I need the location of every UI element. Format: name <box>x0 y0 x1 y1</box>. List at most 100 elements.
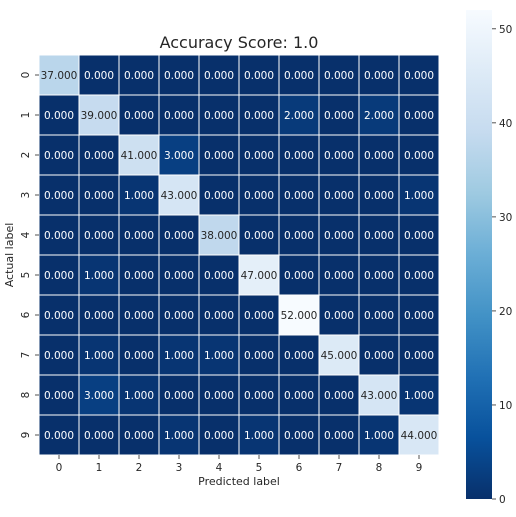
heatmap-cell-9-4 <box>198 414 240 456</box>
colorbar-tick-label-5: 50 <box>499 24 512 36</box>
x-tick-label-7: 7 <box>336 462 343 474</box>
heatmap-cell-2-6 <box>278 134 320 176</box>
heatmap-cell-5-8 <box>358 254 400 296</box>
heatmap-cell-labels: 37.000 0.000 0.000 0.000 0.000 0.000 0.000 0.00… <box>41 70 438 442</box>
cell-value-label-8-7: 0.000 <box>324 390 354 402</box>
heatmap-cell-4-7 <box>318 214 360 256</box>
cell-value-label-1-7: 0.000 <box>324 110 354 122</box>
cell-value-label-5-2: 0.000 <box>124 270 154 282</box>
heatmap-cell-1-3 <box>158 94 200 136</box>
cell-value-label-8-4: 0.000 <box>204 390 234 402</box>
heatmap-cell-7-6 <box>278 334 320 376</box>
cell-value-label-6-9: 0.000 <box>404 310 434 322</box>
cell-value-label-8-8: 43.000 <box>361 390 398 402</box>
heatmap-cell-6-3 <box>158 294 200 336</box>
cell-value-label-1-9: 0.000 <box>404 110 434 122</box>
cell-value-label-7-2: 0.000 <box>124 350 154 362</box>
y-tick-label-3: 3 <box>20 192 32 199</box>
cell-value-label-9-4: 0.000 <box>204 430 234 442</box>
cell-value-label-4-4: 38.000 <box>201 230 238 242</box>
heatmap-cell-8-8 <box>358 374 400 416</box>
colorbar-ticks: 0 10 20 30 40 50 <box>492 24 512 506</box>
cell-value-label-5-6: 0.000 <box>284 270 314 282</box>
cell-value-label-9-0: 0.000 <box>44 430 74 442</box>
x-tick-label-5: 5 <box>256 462 263 474</box>
x-tick-label-6: 6 <box>296 462 303 474</box>
y-tick-label-5: 5 <box>20 272 32 279</box>
cell-value-label-7-8: 0.000 <box>364 350 394 362</box>
heatmap-cell-1-1 <box>78 94 120 136</box>
heatmap-cell-7-8 <box>358 334 400 376</box>
cell-value-label-1-3: 0.000 <box>164 110 194 122</box>
heatmap-cell-2-8 <box>358 134 400 176</box>
heatmap-cell-9-8 <box>358 414 400 456</box>
cell-value-label-8-6: 0.000 <box>284 390 314 402</box>
cell-value-label-2-6: 0.000 <box>284 150 314 162</box>
heatmap-cell-5-0 <box>38 254 80 296</box>
heatmap-cell-0-1 <box>78 54 120 96</box>
heatmap-cell-0-5 <box>238 54 280 96</box>
cell-value-label-3-8: 0.000 <box>364 190 394 202</box>
y-axis-ticks: 0 1 2 3 4 5 6 7 8 9 <box>20 72 39 438</box>
x-tick-label-8: 8 <box>376 462 383 474</box>
heatmap-cell-4-4 <box>198 214 240 256</box>
heatmap-cell-7-2 <box>118 334 160 376</box>
heatmap-cell-9-0 <box>38 414 80 456</box>
heatmap-cell-9-6 <box>278 414 320 456</box>
heatmap-cell-1-5 <box>238 94 280 136</box>
heatmap-cell-8-9 <box>398 374 440 416</box>
cell-value-label-9-8: 1.000 <box>364 430 394 442</box>
colorbar-tick-label-0: 0 <box>499 494 506 506</box>
y-tick-label-2: 2 <box>20 152 32 159</box>
cell-value-label-8-5: 0.000 <box>244 390 274 402</box>
cell-value-label-5-3: 0.000 <box>164 270 194 282</box>
cell-value-label-3-6: 0.000 <box>284 190 314 202</box>
cell-value-label-4-3: 0.000 <box>164 230 194 242</box>
cell-value-label-1-1: 39.000 <box>81 110 118 122</box>
heatmap-cell-4-9 <box>398 214 440 256</box>
cell-value-label-2-9: 0.000 <box>404 150 434 162</box>
cell-value-label-7-5: 0.000 <box>244 350 274 362</box>
colorbar <box>466 10 492 499</box>
cell-value-label-1-4: 0.000 <box>204 110 234 122</box>
heatmap-cell-2-7 <box>318 134 360 176</box>
y-tick-label-8: 8 <box>20 392 32 399</box>
cell-value-label-8-0: 0.000 <box>44 390 74 402</box>
cell-value-label-9-7: 0.000 <box>324 430 354 442</box>
cell-value-label-4-9: 0.000 <box>404 230 434 242</box>
y-axis-label: Actual label <box>3 223 16 288</box>
cell-value-label-2-7: 0.000 <box>324 150 354 162</box>
cell-value-label-7-1: 1.000 <box>84 350 114 362</box>
x-tick-label-9: 9 <box>416 462 423 474</box>
cell-value-label-6-5: 0.000 <box>244 310 274 322</box>
heatmap-cell-7-4 <box>198 334 240 376</box>
heatmap-cell-6-9 <box>398 294 440 336</box>
x-tick-label-1: 1 <box>96 462 103 474</box>
heatmap-cell-8-2 <box>118 374 160 416</box>
cell-value-label-4-8: 0.000 <box>364 230 394 242</box>
heatmap-cell-3-6 <box>278 174 320 216</box>
cell-value-label-2-1: 0.000 <box>84 150 114 162</box>
cell-value-label-9-2: 0.000 <box>124 430 154 442</box>
cell-value-label-1-8: 2.000 <box>364 110 394 122</box>
cell-value-label-5-5: 47.000 <box>241 270 278 282</box>
cell-value-label-5-9: 0.000 <box>404 270 434 282</box>
heatmap-cell-7-9 <box>398 334 440 376</box>
heatmap-cell-7-5 <box>238 334 280 376</box>
cell-value-label-8-3: 0.000 <box>164 390 194 402</box>
heatmap-cell-7-3 <box>158 334 200 376</box>
heatmap-cell-6-7 <box>318 294 360 336</box>
cell-value-label-3-7: 0.000 <box>324 190 354 202</box>
heatmap-cell-9-9 <box>398 414 440 456</box>
cell-value-label-7-6: 0.000 <box>284 350 314 362</box>
cell-value-label-7-4: 1.000 <box>204 350 234 362</box>
cell-value-label-6-1: 0.000 <box>84 310 114 322</box>
cell-value-label-3-9: 1.000 <box>404 190 434 202</box>
cell-value-label-7-3: 1.000 <box>164 350 194 362</box>
heatmap-cell-4-8 <box>358 214 400 256</box>
heatmap-cell-9-5 <box>238 414 280 456</box>
cell-value-label-4-0: 0.000 <box>44 230 74 242</box>
cell-value-label-9-5: 1.000 <box>244 430 274 442</box>
x-axis-ticks: 0 1 2 3 4 5 6 7 8 9 <box>56 455 423 474</box>
cell-value-label-6-2: 0.000 <box>124 310 154 322</box>
